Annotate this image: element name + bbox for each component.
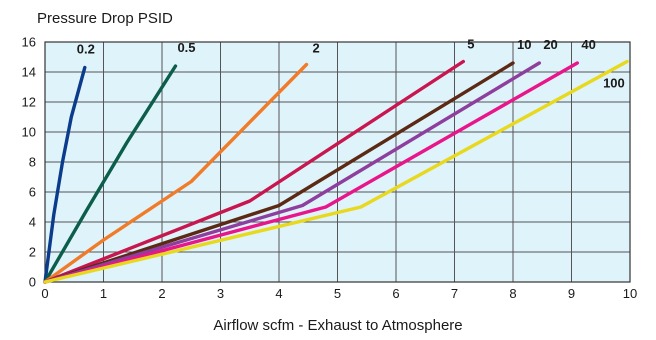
y-tick-label: 16 — [22, 35, 36, 50]
x-tick-label: 7 — [451, 286, 458, 301]
y-tick-label: 12 — [22, 95, 36, 110]
series-line-0_2 — [43, 65, 87, 284]
series-line-10 — [43, 61, 515, 284]
plot-border — [44, 41, 631, 283]
series-line-5 — [43, 59, 465, 284]
x-tick-label: 9 — [568, 286, 575, 301]
series-label: 100 — [603, 76, 625, 91]
x-tick-label: 1 — [100, 286, 107, 301]
x-tick-label: 4 — [275, 286, 282, 301]
x-tick-label: 5 — [334, 286, 341, 301]
y-tick-label: 8 — [29, 155, 36, 170]
y-tick-label: 4 — [29, 215, 36, 230]
y-tick-label: 0 — [29, 275, 36, 290]
chart-title: Pressure Drop PSID — [37, 10, 173, 27]
series-label: 20 — [543, 37, 557, 52]
y-tick-label: 2 — [29, 245, 36, 260]
series-line-40 — [43, 61, 579, 284]
x-tick-label: 6 — [392, 286, 399, 301]
series-line-100 — [43, 59, 629, 284]
y-tick-label: 10 — [22, 125, 36, 140]
series-label: 40 — [581, 37, 595, 52]
series-line-2 — [43, 62, 309, 284]
x-tick-label: 10 — [623, 286, 637, 301]
x-tick-label: 8 — [509, 286, 516, 301]
x-tick-label: 3 — [217, 286, 224, 301]
series-line-0_5 — [43, 64, 178, 284]
series-label: 2 — [312, 41, 319, 56]
series-label: 5 — [467, 37, 474, 52]
x-tick-label: 0 — [41, 286, 48, 301]
x-tick-label: 2 — [158, 286, 165, 301]
y-tick-label: 14 — [22, 65, 36, 80]
series-label: 0.5 — [177, 40, 195, 55]
series-line-20 — [43, 61, 541, 284]
y-tick-label: 6 — [29, 185, 36, 200]
series-label: 0.2 — [77, 42, 95, 57]
series-label: 10 — [517, 37, 531, 52]
x-axis-label: Airflow scfm - Exhaust to Atmosphere — [213, 317, 462, 334]
